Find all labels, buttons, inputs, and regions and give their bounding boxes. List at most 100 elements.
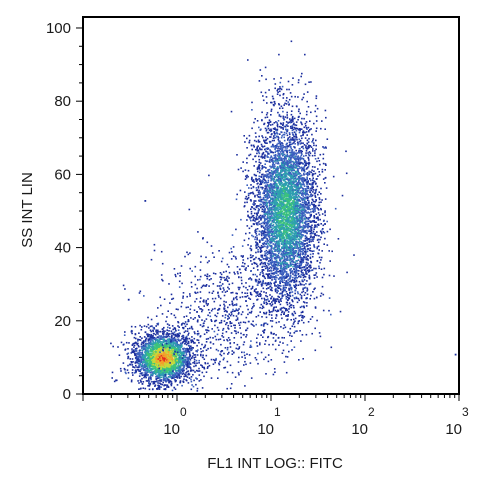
data-point xyxy=(299,293,302,296)
data-point xyxy=(198,362,200,364)
data-point xyxy=(161,341,164,343)
data-point xyxy=(252,267,255,269)
data-point xyxy=(317,216,319,218)
data-point xyxy=(295,274,298,277)
data-point xyxy=(158,388,161,390)
data-point xyxy=(147,360,150,362)
data-point xyxy=(159,330,162,333)
data-point xyxy=(277,194,279,196)
data-point xyxy=(164,366,166,369)
data-point xyxy=(164,342,167,345)
data-point xyxy=(148,346,150,349)
data-point xyxy=(281,164,283,166)
data-point xyxy=(159,344,162,346)
data-point xyxy=(283,173,285,175)
data-point xyxy=(260,285,263,287)
data-point xyxy=(162,358,165,360)
data-point xyxy=(263,322,266,325)
data-point xyxy=(296,165,298,167)
data-point xyxy=(258,152,261,155)
data-point xyxy=(162,341,165,343)
data-point xyxy=(166,323,169,325)
data-point xyxy=(280,267,282,270)
data-point xyxy=(147,343,150,345)
data-point xyxy=(294,159,297,161)
data-point xyxy=(160,376,163,379)
data-point xyxy=(174,349,176,352)
data-point xyxy=(292,128,295,131)
data-point xyxy=(282,183,285,186)
data-point xyxy=(158,345,160,348)
data-point xyxy=(246,147,248,149)
data-point xyxy=(270,304,273,307)
data-point xyxy=(291,127,293,129)
data-point xyxy=(277,254,279,257)
data-point xyxy=(174,355,177,357)
data-point xyxy=(184,373,186,376)
data-point xyxy=(166,362,169,365)
data-point xyxy=(166,371,169,374)
data-point xyxy=(149,382,151,385)
data-point xyxy=(297,163,299,165)
data-point xyxy=(281,205,283,208)
data-point xyxy=(157,384,159,387)
data-point xyxy=(168,349,171,351)
data-point xyxy=(305,271,307,274)
data-point xyxy=(139,372,141,375)
data-point xyxy=(312,150,314,152)
data-point xyxy=(131,351,134,353)
data-point xyxy=(274,87,276,90)
data-point xyxy=(175,308,178,310)
data-point xyxy=(301,194,303,196)
data-point xyxy=(274,271,277,273)
data-point xyxy=(165,333,168,335)
data-point xyxy=(181,342,184,345)
data-point xyxy=(302,182,305,184)
data-point xyxy=(304,194,307,196)
data-point xyxy=(167,366,170,369)
data-point xyxy=(305,297,307,300)
data-point xyxy=(282,266,285,269)
data-point xyxy=(285,290,288,293)
data-point xyxy=(137,362,140,365)
data-point xyxy=(291,166,293,168)
data-point xyxy=(298,179,300,181)
data-point xyxy=(285,103,288,105)
data-point xyxy=(288,144,291,147)
data-point xyxy=(150,368,153,371)
data-point xyxy=(280,253,282,256)
data-point xyxy=(158,372,161,374)
data-point xyxy=(184,358,187,361)
data-point xyxy=(272,194,274,197)
data-point xyxy=(175,362,178,365)
data-point xyxy=(324,211,326,214)
data-point xyxy=(134,333,137,335)
data-point xyxy=(153,381,155,383)
data-point xyxy=(274,148,276,151)
data-point xyxy=(145,363,148,366)
data-point xyxy=(178,358,181,361)
data-point xyxy=(317,209,320,211)
data-point xyxy=(303,196,306,199)
data-point xyxy=(170,356,172,359)
data-point xyxy=(173,379,176,381)
data-point xyxy=(160,379,163,381)
data-point xyxy=(186,366,189,368)
data-point xyxy=(171,356,174,358)
data-point xyxy=(305,168,308,170)
data-point xyxy=(274,244,276,246)
data-point xyxy=(282,110,284,113)
data-point xyxy=(266,132,269,134)
data-point xyxy=(162,345,164,347)
data-point xyxy=(280,226,282,228)
data-point xyxy=(158,362,160,365)
data-point xyxy=(315,115,318,118)
data-point xyxy=(306,264,309,266)
data-point xyxy=(127,355,129,358)
data-point xyxy=(148,388,151,391)
data-point xyxy=(175,353,177,355)
data-point xyxy=(255,177,257,180)
data-point xyxy=(307,205,309,207)
data-point xyxy=(294,143,296,145)
data-point xyxy=(151,339,153,342)
